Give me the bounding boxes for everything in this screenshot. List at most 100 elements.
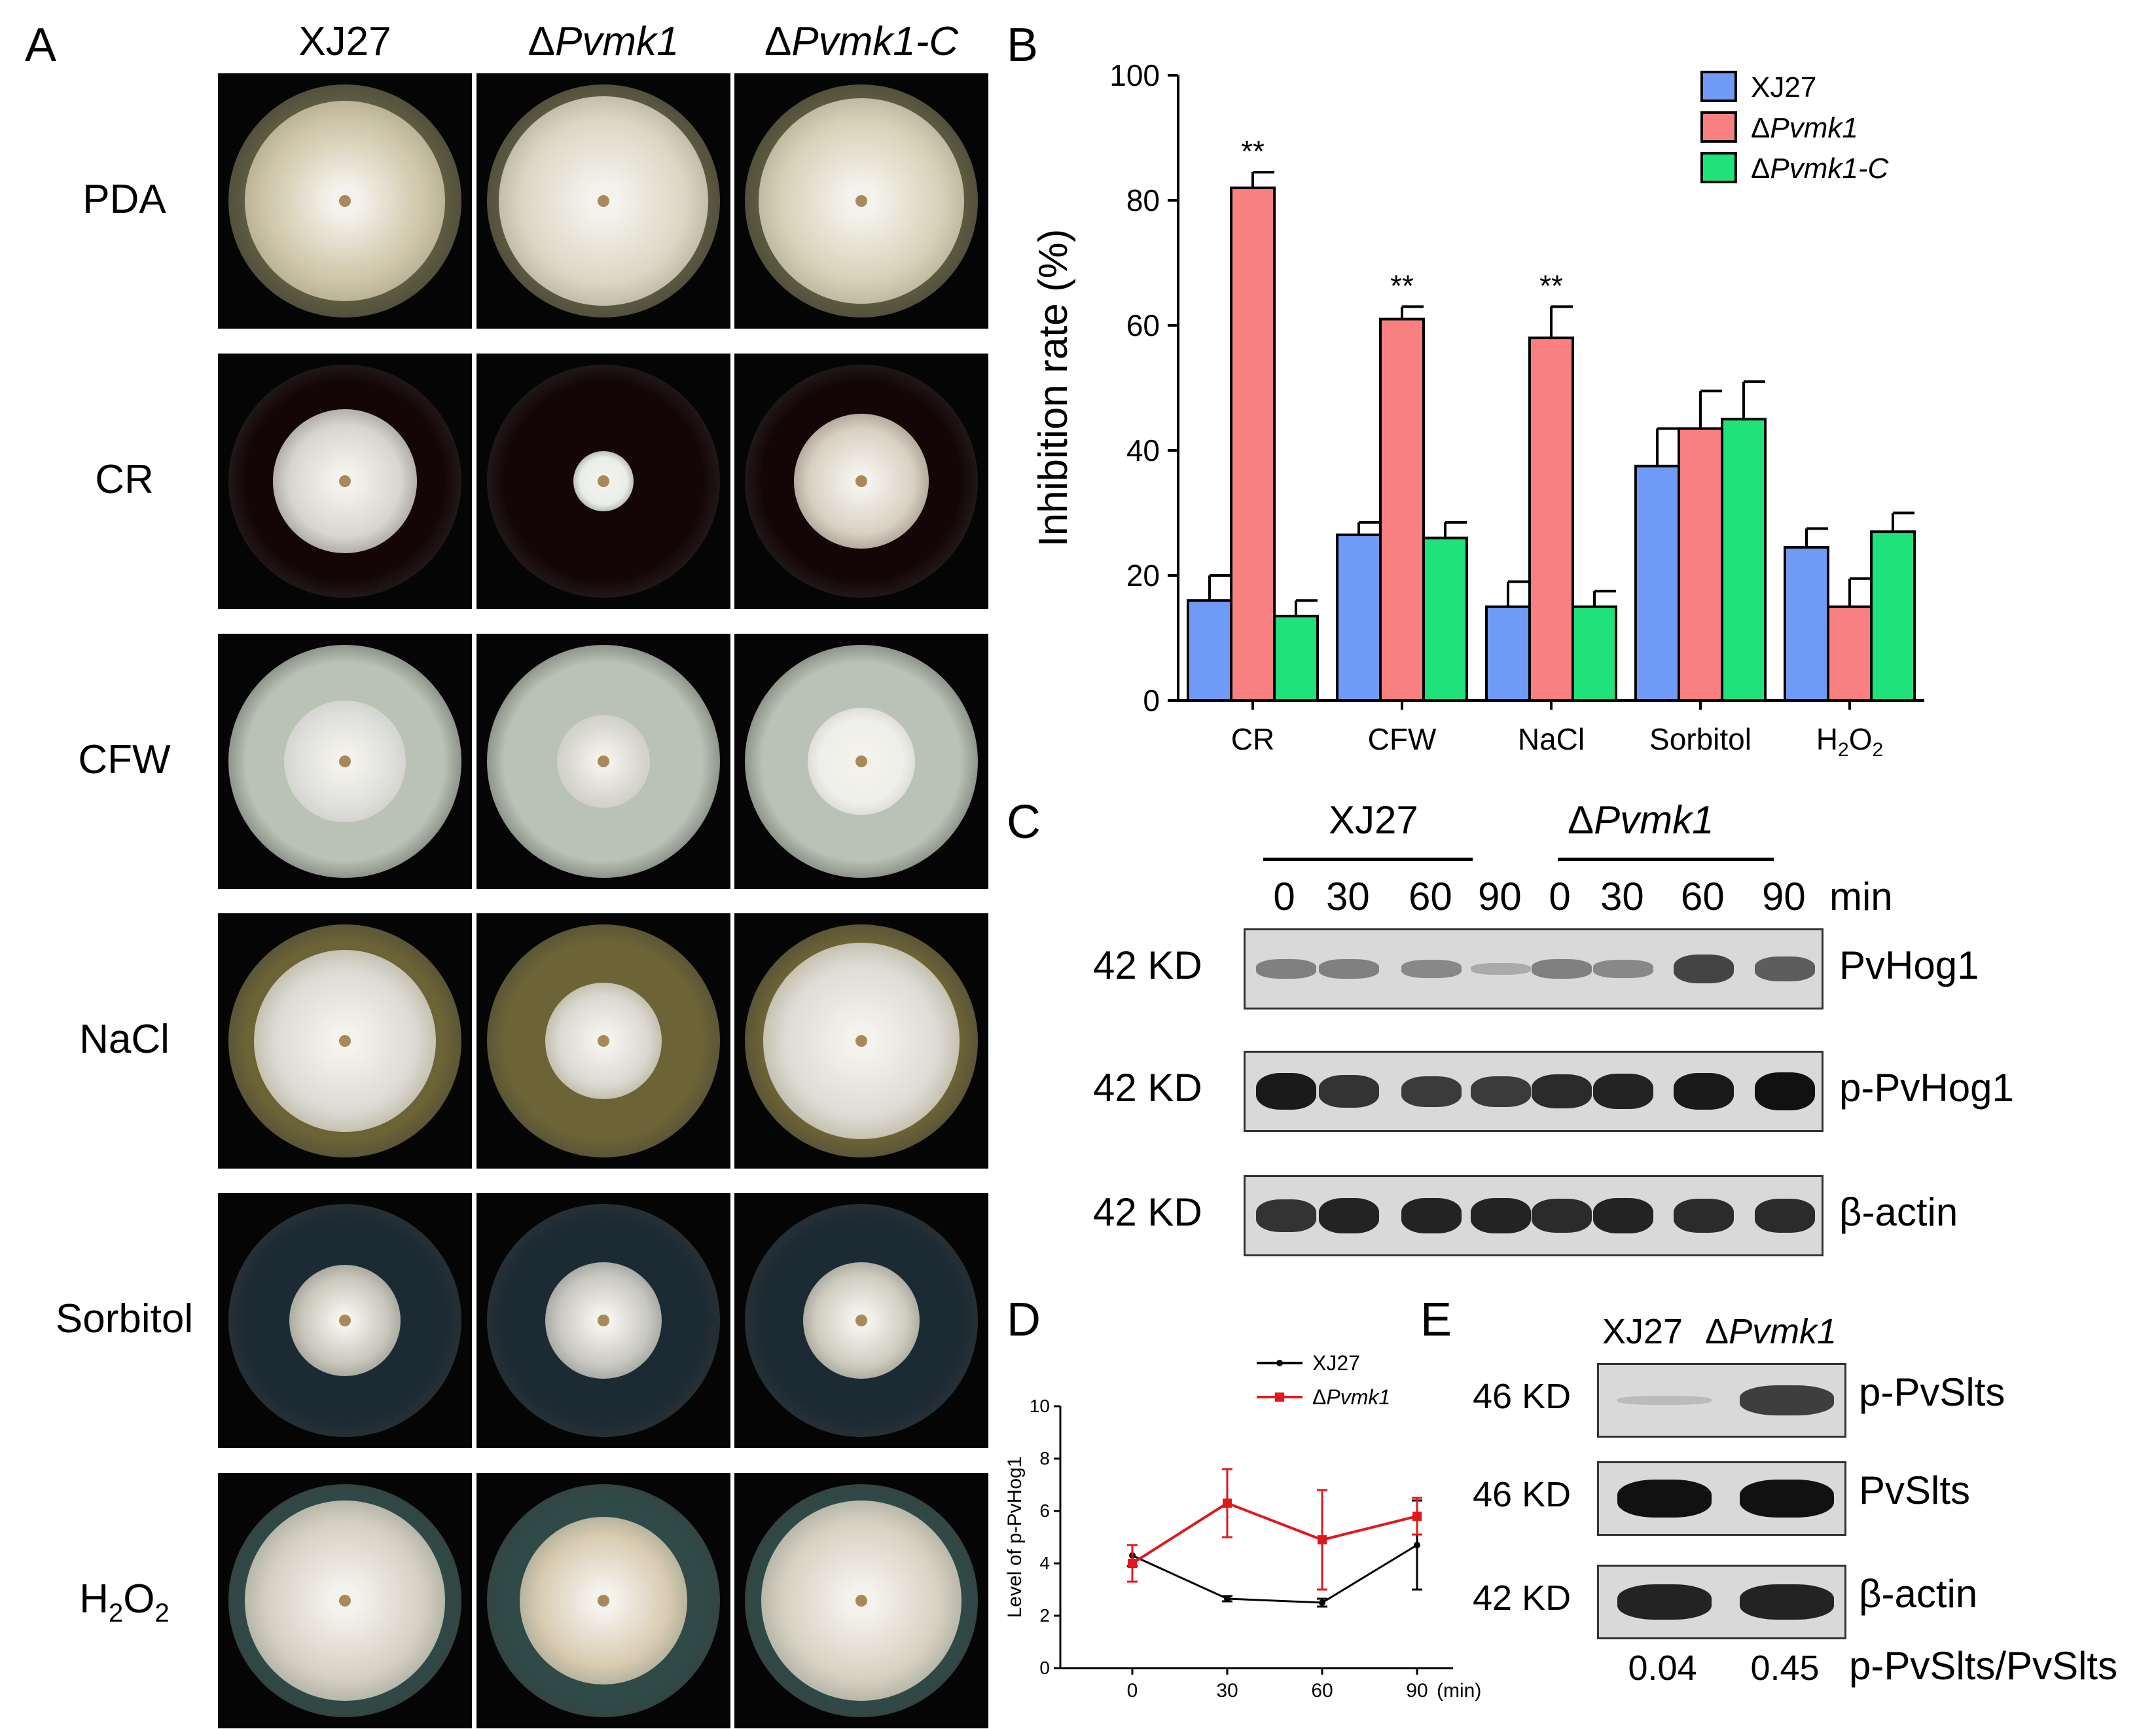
row-label-text: NaCl [79,1017,170,1062]
protein-band [1755,956,1815,982]
protein-band [1617,1584,1712,1620]
legend-label: ΔPvmk1 [1312,1385,1390,1409]
y-tick-label: 8 [1039,1448,1050,1468]
plate-photo [218,913,472,1169]
inoculum-plug [855,1035,867,1047]
time-text: 90 [1762,875,1806,919]
y-tick-label: 6 [1039,1501,1050,1521]
bar-Pvmk1-CFW [1379,318,1425,702]
y-tick-label: 4 [1039,1553,1050,1573]
plate-photo [218,634,472,889]
data-point [1223,1499,1232,1508]
group-name: XJ27 [1329,798,1418,842]
inoculum-plug [598,1035,609,1047]
size-text: 42 KD [1093,943,1202,987]
column-header-1: ΔPvmk1 [476,18,731,65]
ratio-label: p-PvSlts/PvSlts [1849,1643,2117,1688]
x-tick-label: 30 [1216,1680,1238,1702]
y-axis-label: Inhibition rate (%) [1031,229,1076,547]
inhibition-bar-chart: 0 20 40 60 80 100 Inhibition rate (%) CR CFW NaCl… [1031,58,1924,761]
ratio-label-text: p-PvSlts/PvSlts [1849,1644,2118,1688]
legend-name: Pvmk1-C [1770,153,1889,185]
row-label-subscript-2: 2 [154,1599,170,1628]
time-unit-text: min [1829,875,1893,919]
y-tick-label: 0 [1039,1658,1050,1678]
column-name: XJ27 [1602,1312,1683,1351]
time-text: 0 [1273,875,1295,919]
blot-size-label: 42 KD [1473,1578,1571,1618]
legend-swatch [1700,152,1737,183]
column-header-prefix: Δ [528,19,555,64]
size-text: 42 KD [1473,1578,1572,1618]
y-tick-label: 2 [1039,1605,1050,1626]
bar-Pvmk1-NaCl [1528,337,1574,702]
protein-band [1471,1076,1531,1107]
inoculum-plug [598,1595,609,1607]
blot-protein-label: β-actin [1839,1190,1958,1235]
blot-size-label: 46 KD [1473,1376,1571,1417]
protein-name: p-PvHog1 [1839,1066,2014,1110]
panel-label-e: E [1420,1294,1452,1346]
legend-label: ΔPvmk1 [1751,112,1858,144]
legend-name: Pvmk1 [1770,112,1858,144]
protein-band [1674,954,1734,984]
bar-XJ27-CR [1187,599,1232,702]
x-tick-label-sub-2: 2 [1873,739,1884,761]
protein-band [1674,1073,1734,1110]
protein-band [1532,1074,1592,1108]
ratio-text: 0.04 [1628,1648,1697,1688]
blot-strip [1244,928,1824,1010]
row-label-text: H [79,1576,109,1622]
time-text: 60 [1409,875,1452,919]
x-tick-label: 0 [1127,1680,1138,1702]
bar-Pvmk1-C-H2O2 [1870,530,1916,702]
x-tick-label: 90 [1406,1680,1428,1702]
row-label-4: Sorbitol [26,1296,223,1342]
inoculum-plug [855,195,867,207]
plate-photo [218,73,472,329]
protein-band [1740,1584,1834,1620]
x-tick-label: H2O2 [1816,722,1883,761]
plate-photo [476,1473,730,1728]
row-label-5: H2O2 [26,1576,223,1628]
bar-Pvmk1-Sorbitol [1678,427,1723,702]
row-label-0: PDA [26,176,223,223]
row-label-text: PDA [82,177,166,222]
legend-name: XJ27 [1751,71,1816,103]
inoculum-plug [855,755,867,767]
ratio-value: 0.45 [1746,1648,1824,1688]
protein-band [1755,1072,1815,1110]
x-tick-label: CR [1231,722,1274,756]
significance-marker: ** [1241,134,1265,168]
data-point [1128,1559,1137,1568]
protein-band [1674,1199,1734,1233]
column-header-name: XJ27 [298,19,391,64]
column-header-2: ΔPvmk1-C [734,18,989,65]
legend-swatch [1700,71,1737,102]
protein-band [1401,960,1462,978]
group-prefix: Δ [1568,798,1594,842]
protein-band [1319,1198,1379,1233]
plate-photo [734,1473,988,1728]
blot-size-label: 42 KD [1093,1065,1202,1110]
protein-name: PvSlts [1859,1468,1971,1512]
protein-band [1593,1074,1653,1109]
p-pvhog1-line-chart: 0 2 4 6 8 10 0 30 60 90 (min) Level of p-PvHog1 XJ27… [1004,1351,1481,1702]
plate-photo [476,913,730,1169]
plate-photo [218,1193,472,1448]
protein-band [1319,1075,1379,1108]
blot-group-label-2: ΔPvmk1 [1568,797,1714,843]
blot-protein-label: p-PvSlts [1859,1370,2005,1415]
blot-strip [1597,1461,1846,1536]
blot-protein-label: PvHog1 [1839,943,1979,988]
group-underline-2 [1558,858,1774,861]
plate-photo [476,73,730,329]
blot-size-label: 46 KD [1473,1474,1571,1515]
time-label: 60 [1409,874,1452,919]
data-point [1319,1599,1325,1606]
x-unit-label: (min) [1437,1680,1481,1702]
column-header-0: XJ27 [217,18,473,65]
blot-column-label-2: ΔPvmk1 [1705,1311,1837,1352]
y-tick-label: 40 [1126,433,1160,467]
time-label: 90 [1478,874,1522,919]
